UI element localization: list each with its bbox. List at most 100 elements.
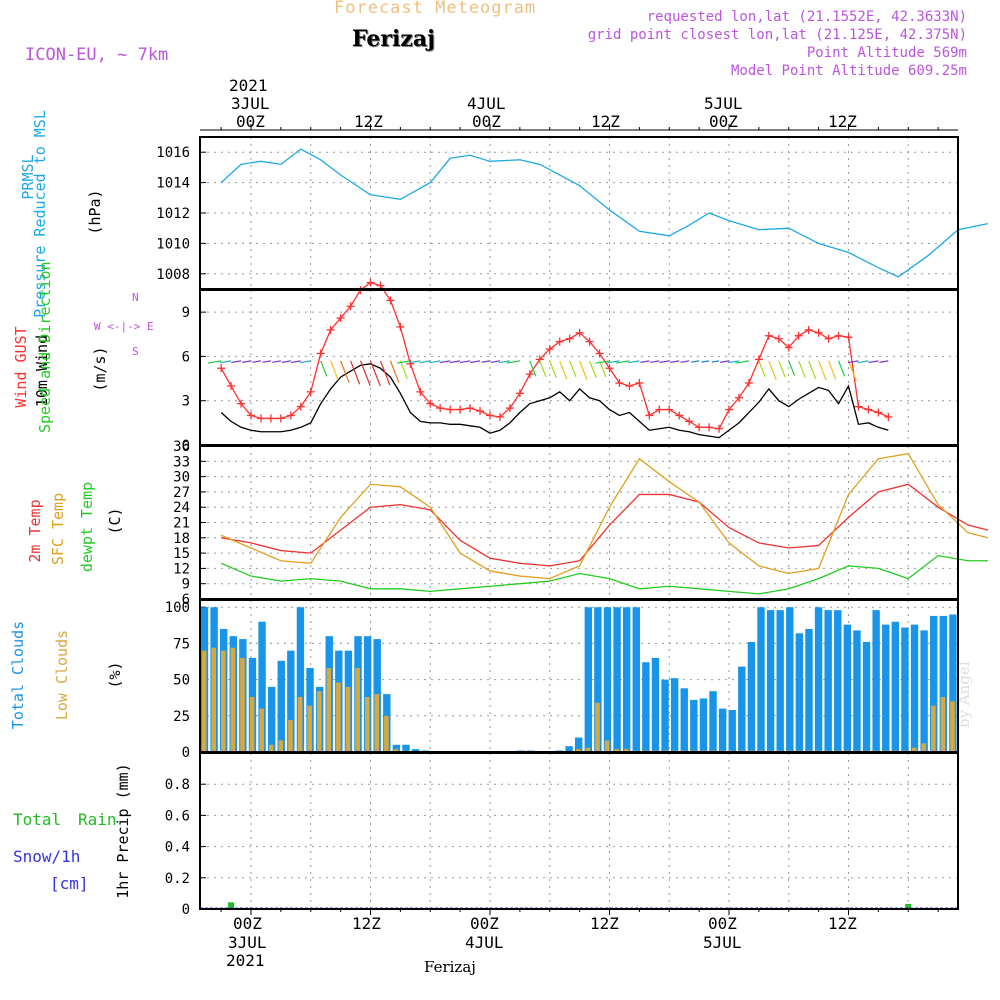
low-cloud-bar xyxy=(595,702,600,752)
compass-south: S xyxy=(132,345,139,358)
bottom-time-label: 12Z xyxy=(352,914,381,933)
footer-location: Ferizaj xyxy=(424,958,476,976)
wind-direction-arrow xyxy=(701,360,710,363)
y-tick-label: 30 xyxy=(173,470,190,486)
low-cloud-bar xyxy=(230,647,236,752)
chart-title: Forecast Meteogram xyxy=(334,0,537,18)
wind-direction-arrow xyxy=(241,360,252,363)
top-time-label: 00Z xyxy=(709,112,738,131)
total-cloud-bar xyxy=(670,678,679,752)
total-cloud-bar xyxy=(287,650,295,752)
y-tick-label: 0.4 xyxy=(165,840,190,856)
low-cloud-bar xyxy=(950,701,955,752)
wind-direction-arrow xyxy=(598,360,607,378)
wind-direction-arrow xyxy=(539,360,547,378)
wind-direction-arrow xyxy=(798,360,806,378)
top-time-label: 12Z xyxy=(591,112,620,131)
wind-direction-arrow xyxy=(691,360,700,363)
y-tick-label: 1016 xyxy=(156,145,190,161)
low-cloud-bar xyxy=(240,657,245,752)
wind-direction-arrow xyxy=(359,360,371,386)
y-tick-label: 0.2 xyxy=(165,871,190,887)
model-altitude: Model Point Altitude 609.25m xyxy=(730,63,967,79)
low-cloud-bar xyxy=(614,749,619,752)
total-cloud-bar xyxy=(661,679,669,752)
y-tick-label: 6 xyxy=(182,349,190,365)
top-date-label: 4JUL xyxy=(467,94,506,113)
top-time-label: 00Z xyxy=(236,112,265,131)
wind-direction-arrow xyxy=(837,360,846,377)
y-tick-label: 25 xyxy=(173,709,190,725)
wind-direction-arrow xyxy=(350,360,361,385)
wind-direction-arrow xyxy=(735,360,750,364)
compass-north: N xyxy=(132,291,139,304)
total-cloud-bar xyxy=(862,641,871,752)
compass-west-east: W <-|-> E xyxy=(94,320,154,333)
wind-line xyxy=(220,363,889,439)
low-cloud-bar xyxy=(931,705,936,752)
temp-sfc-line xyxy=(220,452,989,580)
total-cloud-bar xyxy=(757,607,765,752)
y-tick-label: 27 xyxy=(173,485,190,501)
total-cloud-bar xyxy=(565,746,573,752)
total-cloud-bar xyxy=(680,688,688,752)
low-cloud-bar xyxy=(201,650,207,752)
precip-snow-label: Snow/1h xyxy=(13,847,81,866)
wind-direction-arrow xyxy=(828,360,837,380)
wind-direction-arrow xyxy=(818,360,827,381)
total-cloud-bar xyxy=(402,744,410,752)
y-tick-label: 1008 xyxy=(156,267,190,283)
wind-direction-arrow xyxy=(219,360,232,364)
y-tick-label: 100 xyxy=(165,600,190,616)
wind-direction-arrow xyxy=(481,360,491,363)
low-cloud-bar xyxy=(336,682,341,752)
total-cloud-bar xyxy=(882,624,890,752)
total-cloud-bar xyxy=(910,624,919,752)
y-tick-label: 1014 xyxy=(156,176,190,192)
wind-direction-arrow xyxy=(670,360,680,363)
y-tick-label: 0.6 xyxy=(165,808,190,824)
low-cloud-bar xyxy=(268,744,274,752)
wind-direction-arrow xyxy=(252,360,262,363)
wind-direction-arrow xyxy=(589,360,597,378)
temp-2m-line xyxy=(221,483,989,567)
y-tick-label: 36 xyxy=(173,439,190,455)
total-cloud-bar xyxy=(939,615,948,752)
total-cloud-bar xyxy=(776,610,784,752)
wind-direction-arrow xyxy=(569,360,577,378)
top-time-label: 00Z xyxy=(472,112,501,131)
total-cloud-bar xyxy=(584,607,592,752)
total-cloud-bar xyxy=(651,657,660,752)
total-cloud-bar xyxy=(699,698,708,752)
total-cloud-bar xyxy=(392,744,401,752)
bottom-time-label: 00Z xyxy=(708,914,737,933)
wind-direction-arrow xyxy=(711,360,720,363)
y-tick-label: 0.8 xyxy=(165,777,190,793)
wind-direction-arrow xyxy=(369,360,381,387)
top-year-label: 2021 xyxy=(229,76,268,95)
grid-point-coords: grid point closest lon,lat (21.125E, 42.… xyxy=(587,27,967,43)
panel-frame xyxy=(199,752,959,910)
low-cloud-bar xyxy=(393,749,399,752)
y-tick-label: 75 xyxy=(173,636,190,652)
low-cloud-bar xyxy=(220,650,226,752)
total-cloud-bar xyxy=(843,624,852,752)
low-cloud-bar xyxy=(921,743,927,752)
total-cloud-bar xyxy=(258,621,266,752)
wind-direction-arrow xyxy=(579,360,588,381)
wind-direction-arrow xyxy=(0,0,948,361)
low-cloud-bar xyxy=(297,696,303,752)
wind-direction-arrow xyxy=(299,360,311,364)
total-cloud-bar xyxy=(814,607,823,752)
bottom-time-label: 00Z xyxy=(233,914,262,933)
top-date-label: 3JUL xyxy=(231,94,270,113)
model-label: ICON-EU, ~ 7km xyxy=(25,45,169,65)
total-cloud-bar xyxy=(786,607,794,752)
rain-bar xyxy=(228,902,235,909)
total-cloud-bar xyxy=(277,660,285,752)
total-cloud-bar xyxy=(622,607,631,752)
wind-direction-arrow xyxy=(649,360,660,364)
wind-direction-arrow xyxy=(399,360,408,380)
bottom-time-label: 12Z xyxy=(590,914,619,933)
